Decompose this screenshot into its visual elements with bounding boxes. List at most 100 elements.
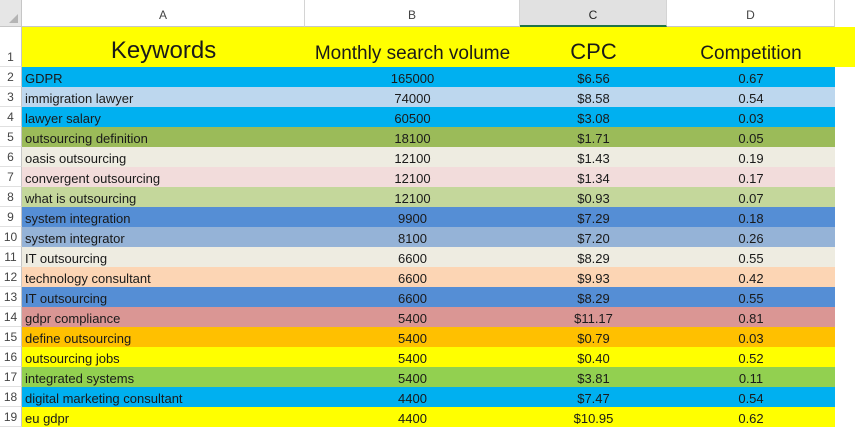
cell-cpc[interactable]: $0.93 [520, 187, 667, 207]
column-header-d[interactable]: D [667, 0, 835, 27]
cell-volume[interactable]: 6600 [305, 287, 520, 307]
cell-competition[interactable]: 0.54 [667, 87, 835, 107]
row-header[interactable]: 9 [0, 207, 22, 227]
cell-keyword[interactable]: oasis outsourcing [22, 147, 305, 167]
cell-competition[interactable]: 0.18 [667, 207, 835, 227]
cell-cpc[interactable]: $3.81 [520, 367, 667, 387]
cell-competition[interactable]: 0.19 [667, 147, 835, 167]
cell-cpc[interactable]: $1.34 [520, 167, 667, 187]
cell-competition[interactable]: 0.07 [667, 187, 835, 207]
cell-keyword[interactable]: IT outsourcing [22, 247, 305, 267]
cell-competition[interactable]: 0.03 [667, 107, 835, 127]
select-all-button[interactable] [0, 0, 22, 27]
cell-volume[interactable]: 12100 [305, 167, 520, 187]
header-cell-volume[interactable]: Monthly search volume [305, 27, 520, 67]
cell-cpc[interactable]: $11.17 [520, 307, 667, 327]
cell-cpc[interactable]: $1.43 [520, 147, 667, 167]
cell-cpc[interactable]: $0.40 [520, 347, 667, 367]
cell-competition[interactable]: 0.55 [667, 247, 835, 267]
cell-keyword[interactable]: integrated systems [22, 367, 305, 387]
row-header[interactable]: 18 [0, 387, 22, 407]
cell-volume[interactable]: 5400 [305, 367, 520, 387]
header-cell-cpc[interactable]: CPC [520, 27, 667, 67]
cell-cpc[interactable]: $9.93 [520, 267, 667, 287]
cell-keyword[interactable]: lawyer salary [22, 107, 305, 127]
cell-competition[interactable]: 0.62 [667, 407, 835, 427]
cell-keyword[interactable]: IT outsourcing [22, 287, 305, 307]
cell-keyword[interactable]: outsourcing definition [22, 127, 305, 147]
cell-volume[interactable]: 12100 [305, 147, 520, 167]
cell-competition[interactable]: 0.67 [667, 67, 835, 87]
cell-keyword[interactable]: eu gdpr [22, 407, 305, 427]
cell-cpc[interactable]: $7.29 [520, 207, 667, 227]
row-header[interactable]: 2 [0, 67, 22, 87]
cell-volume[interactable]: 165000 [305, 67, 520, 87]
cell-competition[interactable]: 0.54 [667, 387, 835, 407]
cell-volume[interactable]: 6600 [305, 247, 520, 267]
row-header[interactable]: 6 [0, 147, 22, 167]
cell-volume[interactable]: 6600 [305, 267, 520, 287]
cell-keyword[interactable]: outsourcing jobs [22, 347, 305, 367]
row-header[interactable]: 4 [0, 107, 22, 127]
row-header[interactable]: 10 [0, 227, 22, 247]
row-header[interactable]: 17 [0, 367, 22, 387]
cell-volume[interactable]: 5400 [305, 307, 520, 327]
row-header[interactable]: 1 [0, 27, 22, 67]
cell-keyword[interactable]: what is outsourcing [22, 187, 305, 207]
cell-cpc[interactable]: $10.95 [520, 407, 667, 427]
row-header[interactable]: 3 [0, 87, 22, 107]
cell-cpc[interactable]: $1.71 [520, 127, 667, 147]
cell-keyword[interactable]: immigration lawyer [22, 87, 305, 107]
row-header[interactable]: 12 [0, 267, 22, 287]
cell-volume[interactable]: 4400 [305, 407, 520, 427]
row-header[interactable]: 7 [0, 167, 22, 187]
cell-keyword[interactable]: define outsourcing [22, 327, 305, 347]
row-header[interactable]: 5 [0, 127, 22, 147]
cell-volume[interactable]: 5400 [305, 347, 520, 367]
cell-cpc[interactable]: $8.29 [520, 287, 667, 307]
cell-keyword[interactable]: digital marketing consultant [22, 387, 305, 407]
cell-volume[interactable]: 8100 [305, 227, 520, 247]
cell-keyword[interactable]: GDPR [22, 67, 305, 87]
cell-cpc[interactable]: $8.29 [520, 247, 667, 267]
column-header-b[interactable]: B [305, 0, 520, 27]
cell-keyword[interactable]: convergent outsourcing [22, 167, 305, 187]
cell-cpc[interactable]: $0.79 [520, 327, 667, 347]
row-header[interactable]: 13 [0, 287, 22, 307]
cell-cpc[interactable]: $3.08 [520, 107, 667, 127]
cell-keyword[interactable]: system integration [22, 207, 305, 227]
row-header[interactable]: 14 [0, 307, 22, 327]
cell-cpc[interactable]: $8.58 [520, 87, 667, 107]
cell-competition[interactable]: 0.26 [667, 227, 835, 247]
header-cell-keywords[interactable]: Keywords [22, 27, 305, 67]
cell-competition[interactable]: 0.81 [667, 307, 835, 327]
row-header[interactable]: 11 [0, 247, 22, 267]
cell-cpc[interactable]: $7.47 [520, 387, 667, 407]
cell-volume[interactable]: 60500 [305, 107, 520, 127]
cell-cpc[interactable]: $6.56 [520, 67, 667, 87]
row-header[interactable]: 15 [0, 327, 22, 347]
cell-keyword[interactable]: system integrator [22, 227, 305, 247]
cell-competition[interactable]: 0.42 [667, 267, 835, 287]
cell-volume[interactable]: 12100 [305, 187, 520, 207]
cell-competition[interactable]: 0.52 [667, 347, 835, 367]
cell-volume[interactable]: 18100 [305, 127, 520, 147]
column-header-a[interactable]: A [22, 0, 305, 27]
row-header[interactable]: 8 [0, 187, 22, 207]
cell-volume[interactable]: 5400 [305, 327, 520, 347]
cell-cpc[interactable]: $7.20 [520, 227, 667, 247]
header-cell-competition[interactable]: Competition [667, 27, 835, 67]
cell-competition[interactable]: 0.11 [667, 367, 835, 387]
cell-competition[interactable]: 0.17 [667, 167, 835, 187]
column-header-c[interactable]: C [520, 0, 667, 27]
row-header[interactable]: 16 [0, 347, 22, 367]
cell-competition[interactable]: 0.05 [667, 127, 835, 147]
cell-volume[interactable]: 4400 [305, 387, 520, 407]
cell-volume[interactable]: 74000 [305, 87, 520, 107]
cell-competition[interactable]: 0.55 [667, 287, 835, 307]
row-header[interactable]: 19 [0, 407, 22, 427]
cell-keyword[interactable]: technology consultant [22, 267, 305, 287]
cell-keyword[interactable]: gdpr compliance [22, 307, 305, 327]
cell-volume[interactable]: 9900 [305, 207, 520, 227]
cell-competition[interactable]: 0.03 [667, 327, 835, 347]
